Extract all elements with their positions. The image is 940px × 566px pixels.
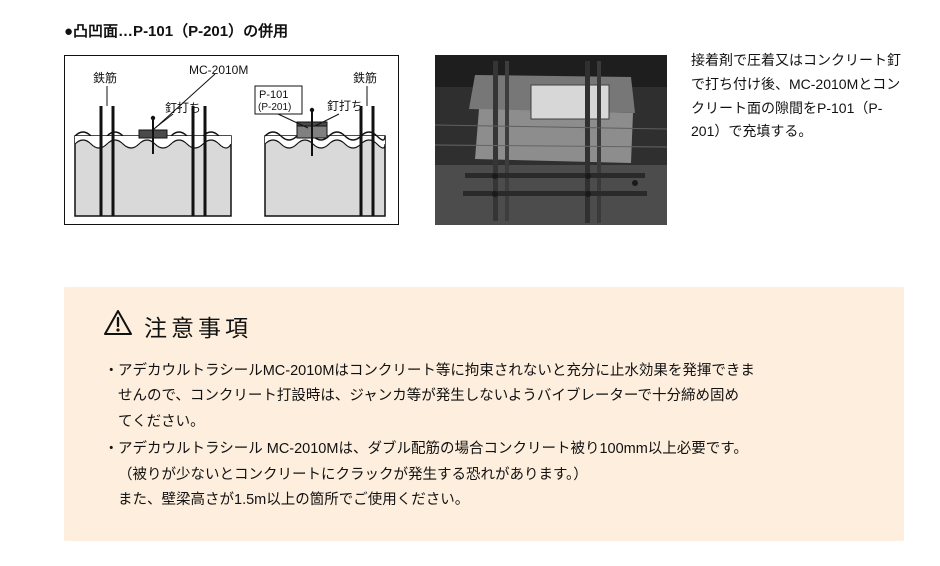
notice-text: アデカウルトラシールMC-2010Mはコンクリート等に拘束されないと充分に止水効… [118,359,864,435]
notice-list: ・ アデカウルトラシールMC-2010Mはコンクリート等に拘束されないと充分に止… [104,359,864,513]
label-nail-right: 釘打ち [327,98,363,113]
installation-photo [435,55,667,225]
notice-box: 注意事項 ・ アデカウルトラシールMC-2010Mはコンクリート等に拘束されない… [64,287,904,541]
label-rebar-right: 鉄筋 [353,70,377,85]
label-mc: MC-2010M [189,63,248,77]
side-description: 接着剤で圧着又はコンクリート釘で打ち付け後、MC-2010Mとコンクリート面の隙… [691,49,904,144]
notice-title-text: 注意事項 [144,309,252,343]
notice-line: （被りが少ないとコンクリートにクラックが発生する恐れがあります。） [118,463,864,488]
notice-item: ・ アデカウルトラシールMC-2010Mはコンクリート等に拘束されないと充分に止… [104,359,864,435]
notice-line: アデカウルトラシール MC-2010Mは、ダブル配筋の場合コンクリート被り100… [118,437,864,462]
notice-item: ・ アデカウルトラシール MC-2010Mは、ダブル配筋の場合コンクリート被り1… [104,437,864,513]
label-rebar-left: 鉄筋 [93,70,117,85]
label-p101-l2: (P-201) [258,102,291,113]
top-row: 鉄筋 鉄筋 MC-2010M P-101 (P-201) 釘打ち 釘打ち [64,55,904,225]
notice-text: アデカウルトラシール MC-2010Mは、ダブル配筋の場合コンクリート被り100… [118,437,864,513]
label-p101-l1: P-101 [259,89,288,101]
notice-line: せんので、コンクリート打設時は、ジャンカ等が発生しないようバイブレーターで十分締… [118,384,864,409]
bullet: ・ [104,359,118,435]
section-heading: ●凸凹面…P-101（P-201）の併用 [64,20,904,41]
bullet: ・ [104,437,118,513]
technical-diagram: 鉄筋 鉄筋 MC-2010M P-101 (P-201) 釘打ち 釘打ち [64,55,399,225]
label-nail-left: 釘打ち [165,100,201,115]
notice-line: また、壁梁高さが1.5m以上の箇所でご使用ください。 [118,488,864,513]
notice-line: アデカウルトラシールMC-2010Mはコンクリート等に拘束されないと充分に止水効… [118,359,864,384]
notice-line: てください。 [118,410,864,435]
page: ●凸凹面…P-101（P-201）の併用 [0,0,940,566]
warning-icon [104,310,132,342]
notice-title: 注意事項 [104,309,864,343]
